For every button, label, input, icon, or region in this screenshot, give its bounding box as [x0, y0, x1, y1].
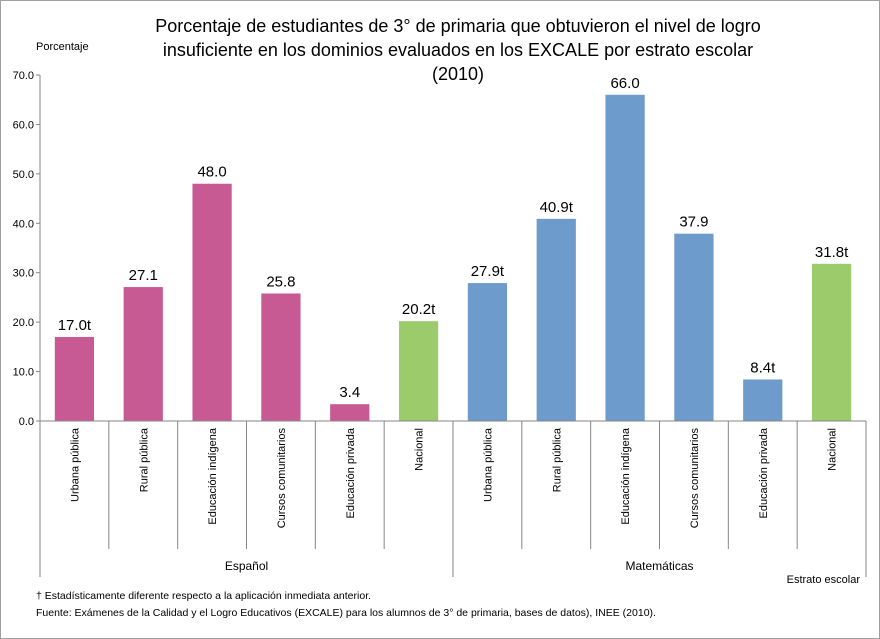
bar: [54, 336, 95, 421]
footnote-significance: † Estadísticamente diferente respecto a …: [36, 590, 371, 602]
category-label: Rural pública: [551, 427, 563, 492]
bar: [743, 379, 783, 421]
title-line: Porcentaje de estudiantes de 3° de prima…: [155, 16, 761, 36]
bar: [811, 263, 852, 421]
data-label: 31.8t: [815, 244, 849, 261]
y-axis: 0.0 10.0 20.0 30.0 40.0 50.0 60.0 70.0: [13, 70, 41, 428]
y-tick-label: 50.0: [13, 169, 34, 181]
y-tick-label: 60.0: [13, 119, 34, 131]
title-line: insuficiente en los dominios evaluados e…: [163, 40, 753, 60]
chart-title: Porcentaje de estudiantes de 3° de prima…: [155, 16, 761, 84]
y-tick-label: 70.0: [13, 70, 34, 82]
category-label: Cursos comunitarios: [276, 428, 288, 529]
bar: [192, 183, 232, 421]
data-label: 20.2t: [402, 301, 436, 318]
data-label: 27.1: [129, 267, 158, 284]
category-label: Cursos comunitarios: [689, 428, 701, 529]
data-label: 48.0: [197, 164, 226, 181]
category-label: Nacional: [414, 428, 426, 471]
bar: [398, 321, 439, 421]
data-label: 25.8: [266, 273, 295, 290]
x-axis: Urbana pública Rural pública Educación ind…: [39, 420, 867, 577]
bar: [467, 283, 508, 421]
data-label: 37.9: [679, 214, 708, 231]
category-label: Urbana pública: [482, 427, 494, 502]
category-label: Urbana pública: [69, 427, 81, 502]
data-label: 27.9t: [471, 263, 505, 280]
category-label: Educación indígena: [207, 427, 219, 525]
bars: 17.0t 27.1 48.0 25.8 3.4 20.2t 27.9t 40.9t 66.0 3…: [54, 75, 852, 422]
bar: [536, 218, 576, 421]
data-label: 8.4t: [750, 359, 776, 376]
category-label: Educación indígena: [620, 427, 632, 525]
footnote-source: Fuente: Exámenes de la Calidad y el Logr…: [36, 607, 656, 619]
bar: [123, 287, 163, 421]
data-label: 3.4: [339, 384, 360, 401]
bar: [261, 293, 301, 421]
y-tick-label: 40.0: [13, 218, 34, 230]
y-tick-label: 10.0: [13, 367, 34, 379]
bar: [330, 404, 370, 421]
y-tick-label: 20.0: [13, 317, 34, 329]
category-label: Educación privada: [345, 427, 357, 518]
group-label: Matemáticas: [625, 559, 693, 573]
y-tick-label: 30.0: [13, 268, 34, 280]
y-axis-label: Porcentaje: [36, 41, 89, 53]
bar: [674, 233, 714, 421]
group-label: Español: [225, 559, 268, 573]
x-axis-label: Estrato escolar: [787, 574, 861, 586]
bar: [605, 94, 645, 422]
data-label: 17.0t: [58, 317, 92, 334]
title-line: (2010): [432, 64, 484, 84]
data-label: 66.0: [610, 75, 639, 92]
category-label: Educación privada: [758, 427, 770, 518]
category-label: Rural pública: [138, 427, 150, 492]
y-tick-label: 0.0: [19, 416, 34, 428]
category-label: Nacional: [827, 428, 839, 471]
data-label: 40.9t: [540, 199, 574, 216]
